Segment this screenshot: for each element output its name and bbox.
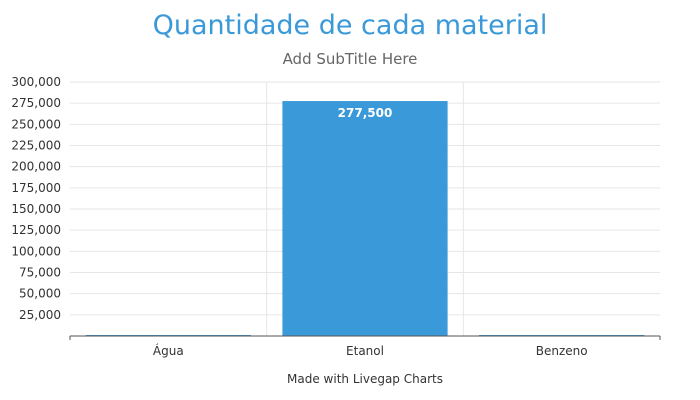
y-tick-label: 25,000 bbox=[19, 308, 61, 322]
y-tick-label: 250,000 bbox=[11, 117, 61, 131]
x-axis-ticks: Água Etanol Benzeno bbox=[153, 343, 588, 358]
y-tick-label: 100,000 bbox=[11, 244, 61, 258]
y-tick-label: 225,000 bbox=[11, 139, 61, 153]
y-tick-label: 200,000 bbox=[11, 160, 61, 174]
x-tick-label: Etanol bbox=[346, 344, 384, 358]
x-tick-label: Benzeno bbox=[536, 344, 588, 358]
data-labels: 277,500 bbox=[338, 106, 393, 120]
bars bbox=[85, 101, 645, 336]
y-tick-label: 50,000 bbox=[19, 287, 61, 301]
bar bbox=[282, 101, 448, 336]
y-tick-label: 300,000 bbox=[11, 75, 61, 89]
chart-subtitle: Add SubTitle Here bbox=[282, 50, 418, 68]
y-tick-label: 125,000 bbox=[11, 223, 61, 237]
y-axis-ticks: 25,000 50,000 75,000 100,000 125,000 150,000 1… bbox=[11, 75, 61, 322]
x-tick-label: Água bbox=[153, 343, 184, 358]
y-tick-label: 175,000 bbox=[11, 181, 61, 195]
data-label: 277,500 bbox=[338, 106, 393, 120]
chart-title: Quantidade de cada material bbox=[152, 10, 548, 41]
y-tick-label: 75,000 bbox=[19, 266, 61, 280]
y-tick-label: 150,000 bbox=[11, 202, 61, 216]
y-tick-label: 275,000 bbox=[11, 96, 61, 110]
footer-credit: Made with Livegap Charts bbox=[287, 372, 443, 386]
axes bbox=[69, 335, 661, 340]
